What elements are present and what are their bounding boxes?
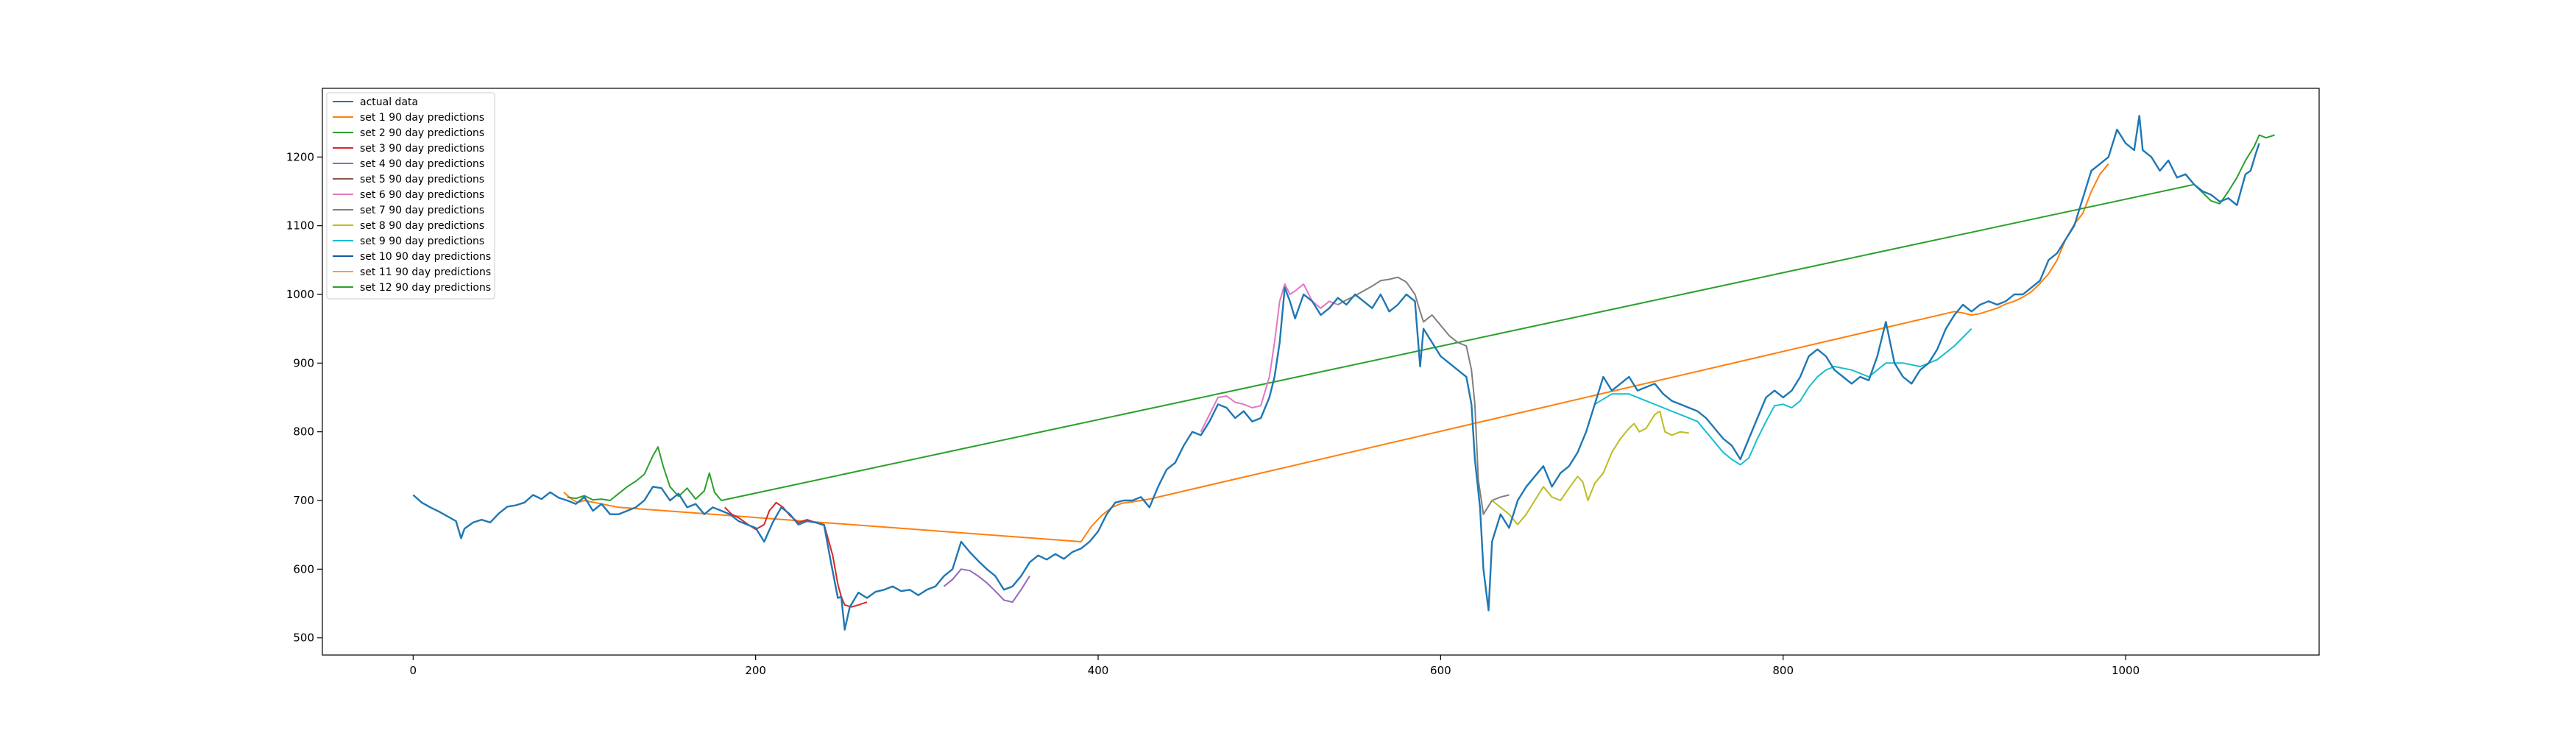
y-tick-label: 1100 [286, 219, 314, 233]
y-tick-label: 700 [293, 494, 314, 507]
series-line-4 [943, 568, 1030, 604]
x-tick-label: 1000 [2112, 664, 2140, 677]
legend-label-6: set 6 90 day predictions [360, 189, 484, 201]
legend-box [326, 92, 495, 300]
y-tick-label: 900 [293, 356, 314, 369]
series-line-0 [412, 115, 2260, 631]
legend-label-10: set 10 90 day predictions [360, 251, 491, 263]
series-line-8 [1491, 410, 1689, 526]
legend: actual data set 1 90 day predictions set 2… [326, 92, 495, 300]
legend-label-4: set 4 90 day predictions [360, 158, 484, 170]
legend-label-3: set 3 90 day predictions [360, 143, 484, 155]
x-tick-label: 400 [1088, 664, 1109, 677]
y-axis: 500 600 700 800 900 1000 1100 1200 [286, 150, 322, 645]
series-line-3 [724, 501, 868, 608]
x-axis: 0 200 400 600 800 1000 [410, 655, 2140, 677]
series-line-6 [1200, 283, 1339, 433]
x-tick-label: 200 [745, 664, 766, 677]
x-tick-label: 0 [410, 664, 417, 677]
plot-area-frame [322, 88, 2320, 656]
legend-label-12: set 12 90 day predictions [360, 282, 491, 294]
legend-label-9: set 9 90 day predictions [360, 236, 484, 247]
legend-label-7: set 7 90 day predictions [360, 205, 484, 216]
y-tick-label: 800 [293, 425, 314, 439]
legend-label-1: set 1 90 day predictions [360, 112, 484, 124]
x-tick-label: 800 [1772, 664, 1794, 677]
series-line-9 [1594, 328, 1972, 466]
x-tick-label: 600 [1430, 664, 1451, 677]
y-tick-label: 600 [293, 562, 314, 576]
legend-label-11: set 11 90 day predictions [360, 266, 491, 278]
y-tick-label: 1200 [286, 150, 314, 163]
series-line-1 [563, 163, 2109, 542]
series-line-2 [567, 134, 2275, 501]
plot-lines [412, 115, 2275, 631]
legend-label-5: set 5 90 day predictions [360, 174, 484, 185]
y-tick-label: 500 [293, 631, 314, 645]
y-tick-label: 1000 [286, 288, 314, 301]
legend-label-8: set 8 90 day predictions [360, 220, 484, 232]
legend-label-0: actual data [360, 96, 418, 108]
series-line-7 [1337, 276, 1510, 515]
legend-label-2: set 2 90 day predictions [360, 127, 484, 139]
